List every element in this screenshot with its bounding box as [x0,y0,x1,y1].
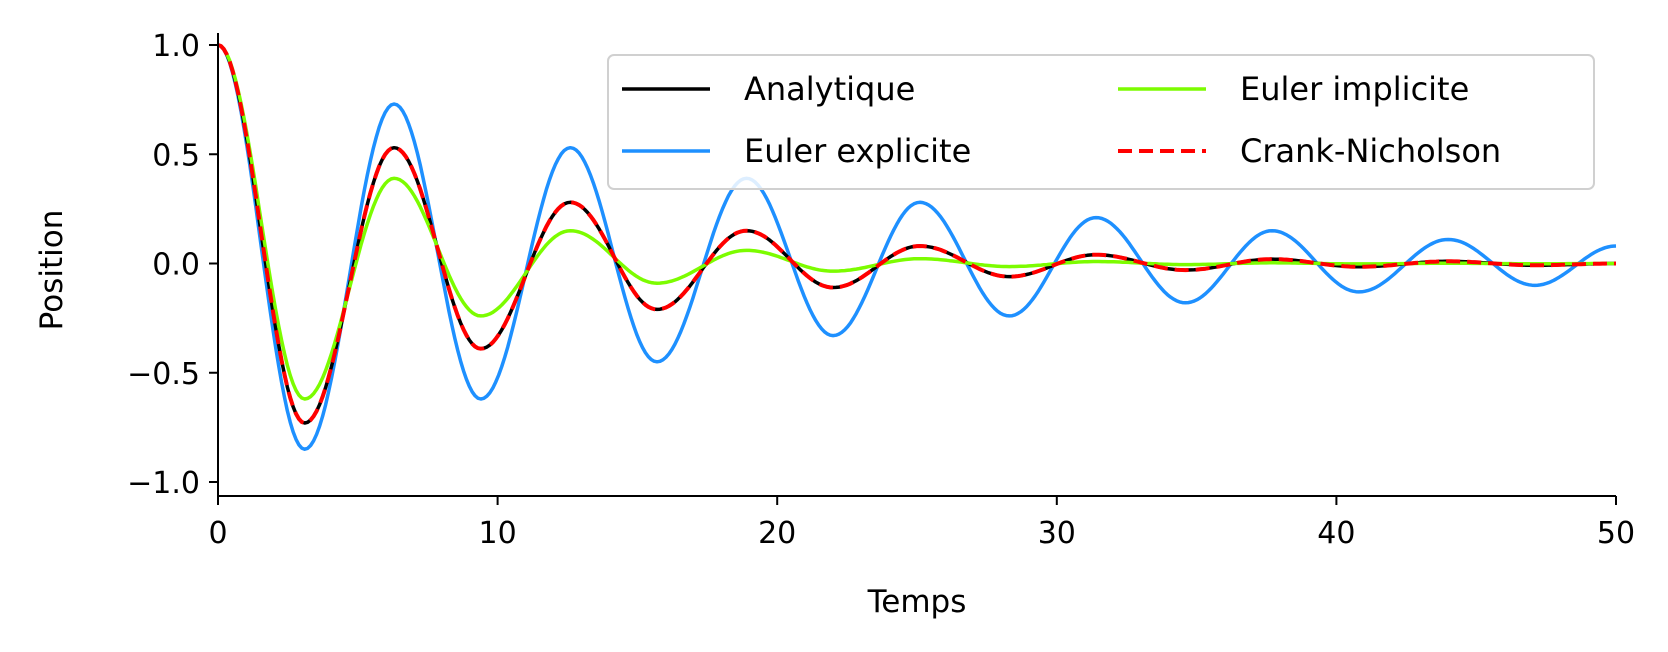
x-tick-label: 10 [479,516,517,551]
legend-label-crank-nicholson: Crank-Nicholson [1240,132,1501,170]
legend-label-euler-explicite: Euler explicite [744,132,971,170]
x-tick-label: 30 [1038,516,1076,551]
x-tick-label: 40 [1317,516,1355,551]
x-tick-label: 50 [1597,516,1635,551]
y-tick-label: −1.0 [127,466,200,501]
y-tick-label: 0.0 [152,248,200,283]
plot-lines [217,43,1617,451]
y-axis-title: Position [34,210,70,331]
series-line-crank-nicholson [217,43,1616,425]
series-line-euler-explicite [217,43,1617,451]
legend-label-analytique: Analytique [744,70,915,108]
x-tick-label: 20 [758,516,796,551]
x-tick-label: 0 [208,516,227,551]
y-tick-label: 0.5 [152,138,200,173]
ticks: 0 10 20 30 40 50 1.0 0.5 0.0 −0.5 −1.0 [127,29,1635,551]
y-tick-label: −0.5 [127,357,200,392]
legend-box [607,54,1595,190]
x-axis-title: Temps [867,584,967,620]
y-tick-label: 1.0 [152,29,200,64]
legend-label-euler-implicite: Euler implicite [1240,70,1469,108]
legend: Analytique Euler explicite Euler implicite… [607,54,1595,190]
